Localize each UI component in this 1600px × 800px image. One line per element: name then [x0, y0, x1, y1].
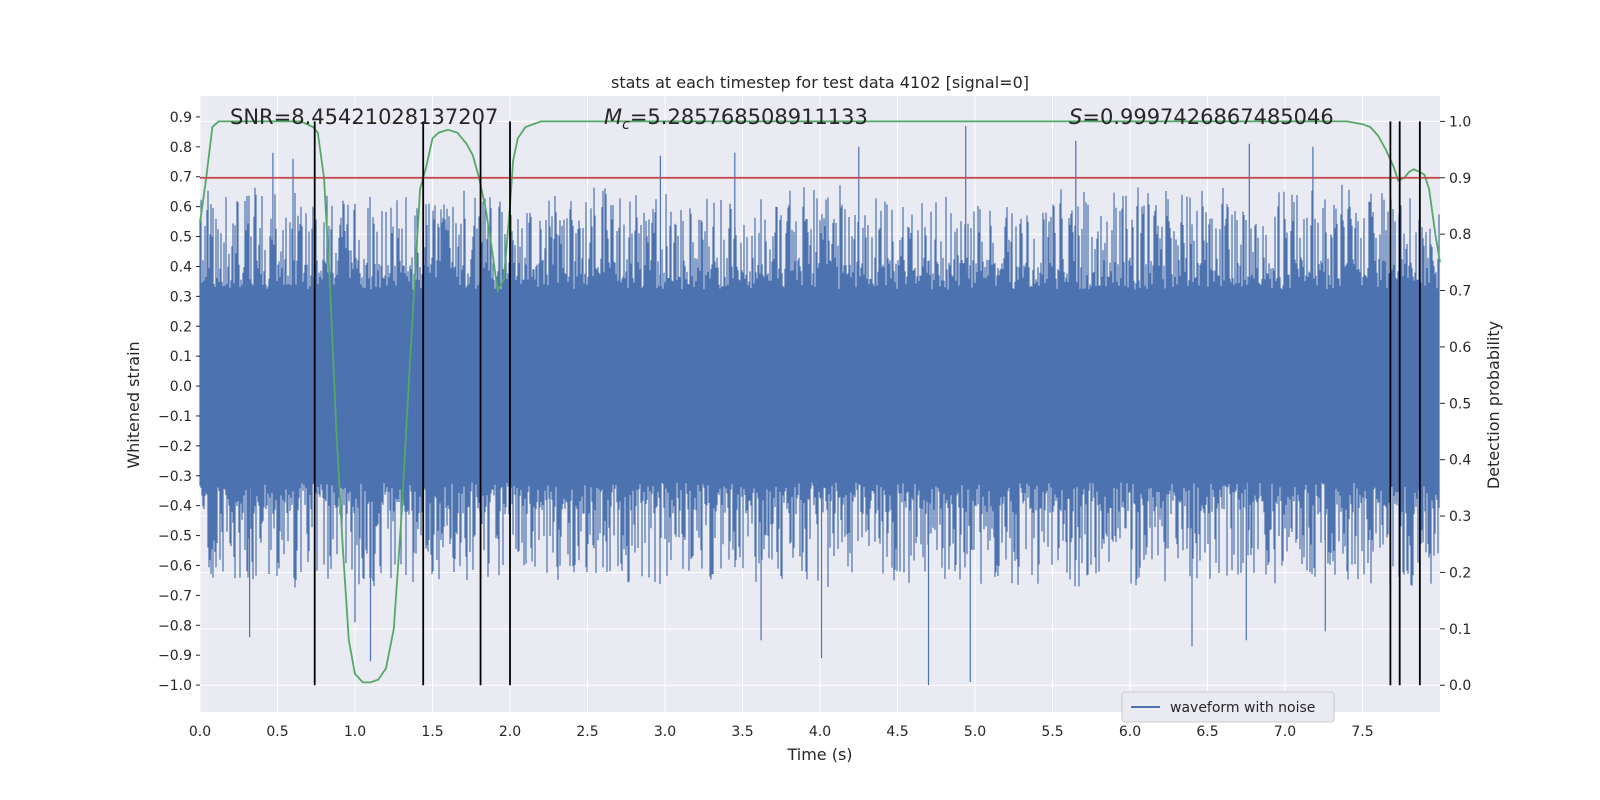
x-tick-label-14: 7.0 [1274, 724, 1296, 740]
y2-tick-label-3: 0.7 [1449, 284, 1471, 300]
y2-tick-labels: 1.0 0.9 0.8 0.7 0.6 0.5 0.4 0.3 0.2 0.1 0.0 [1440, 114, 1471, 694]
x-tick-label-7: 3.5 [731, 724, 753, 740]
x-tick-label-13: 6.5 [1196, 724, 1218, 740]
y-tick-label-3: 0.6 [170, 200, 192, 216]
mc-subscript: c [622, 117, 630, 133]
y-tick-label-9: 0.0 [170, 379, 192, 395]
legend-box [1121, 691, 1335, 723]
y2-tick-label-1: 0.9 [1449, 171, 1471, 187]
y-tick-label-12: −0.3 [158, 469, 192, 485]
x-tick-label-12: 6.0 [1119, 724, 1141, 740]
mc-symbol: M [604, 105, 622, 129]
x-tick-label-9: 4.5 [886, 724, 908, 740]
y2-tick-label-9: 0.1 [1449, 622, 1471, 638]
x-tick-label-2: 1.0 [344, 724, 366, 740]
x-tick-label-11: 5.5 [1041, 724, 1063, 740]
y-tick-label-2: 0.7 [170, 170, 192, 186]
y-tick-label-4: 0.5 [170, 230, 192, 246]
y-tick-label-5: 0.4 [170, 259, 192, 275]
y-tick-label-0: 0.9 [170, 110, 192, 126]
x-tick-label-0: 0.0 [189, 724, 211, 740]
x-tick-label-6: 3.0 [654, 724, 676, 740]
s-value: =0.9997426867485046 [1082, 105, 1333, 129]
x-tick-label-1: 0.5 [266, 724, 288, 740]
x-axis-label: Time (s) [786, 745, 852, 764]
snr-annotation: SNR=8.45421028137207 [230, 105, 498, 129]
y-tick-label-17: −0.8 [158, 618, 192, 634]
y2-tick-label-10: 0.0 [1449, 678, 1471, 694]
mc-value: =5.285768508911133 [630, 105, 868, 129]
y-tick-label-16: −0.7 [158, 588, 192, 604]
y-tick-label-7: 0.2 [170, 319, 192, 335]
x-tick-label-10: 5.0 [964, 724, 986, 740]
vertical-lines [313, 121, 1421, 686]
y2-tick-label-6: 0.4 [1449, 453, 1471, 469]
y-tick-label-10: −0.1 [158, 409, 192, 425]
y-tick-label-8: 0.1 [170, 349, 192, 365]
y2-tick-label-4: 0.6 [1449, 340, 1471, 356]
s-symbol: S [1069, 105, 1082, 129]
y-tick-label-14: −0.5 [158, 529, 192, 545]
waveform-with-noise-line [199, 125, 1440, 686]
x-tick-labels: 0.0 0.5 1.0 1.5 2.0 2.5 3.0 3.5 4.0 4.5 5.0 5.5 6.0 6… [189, 724, 1374, 740]
y-tick-label-15: −0.6 [158, 558, 192, 574]
y-tick-label-1: 0.8 [170, 140, 192, 156]
y2-tick-label-0: 1.0 [1449, 114, 1471, 130]
series-lines [199, 120, 1441, 684]
s-annotation: S=0.9997426867485046 [1069, 105, 1334, 129]
x-tick-label-15: 7.5 [1351, 724, 1373, 740]
y2-axis-label: Detection probability [1484, 321, 1503, 489]
legend-entry: waveform with noise [1170, 700, 1315, 716]
y2-tick-label-7: 0.3 [1449, 509, 1471, 525]
chart-title: stats at each timestep for test data 410… [611, 73, 1029, 92]
detection-probability-line [199, 120, 1441, 684]
y-tick-label-19: −1.0 [158, 678, 192, 694]
x-tick-label-4: 2.0 [499, 724, 521, 740]
y-tick-label-11: −0.2 [158, 439, 192, 455]
x-tick-label-5: 2.5 [576, 724, 598, 740]
x-tick-label-3: 1.5 [421, 724, 443, 740]
y-axis-label: Whitened strain [124, 341, 143, 468]
y-tick-label-13: −0.4 [158, 499, 192, 515]
waveform-noise [199, 125, 1440, 686]
y2-tick-label-8: 0.2 [1449, 565, 1471, 581]
y-tick-label-18: −0.9 [158, 648, 192, 664]
x-tick-label-8: 4.0 [809, 724, 831, 740]
y2-tick-label-5: 0.5 [1449, 396, 1471, 412]
mc-annotation: Mc=5.285768508911133 [604, 105, 868, 133]
legend: waveform with noise [1121, 691, 1335, 723]
y-tick-label-6: 0.3 [170, 289, 192, 305]
y2-tick-label-2: 0.8 [1449, 227, 1471, 243]
y-tick-labels: 0.9 0.8 0.7 0.6 0.5 0.4 0.3 0.2 0.1 0.0 −0.1 −0.2 −0… [158, 110, 200, 694]
